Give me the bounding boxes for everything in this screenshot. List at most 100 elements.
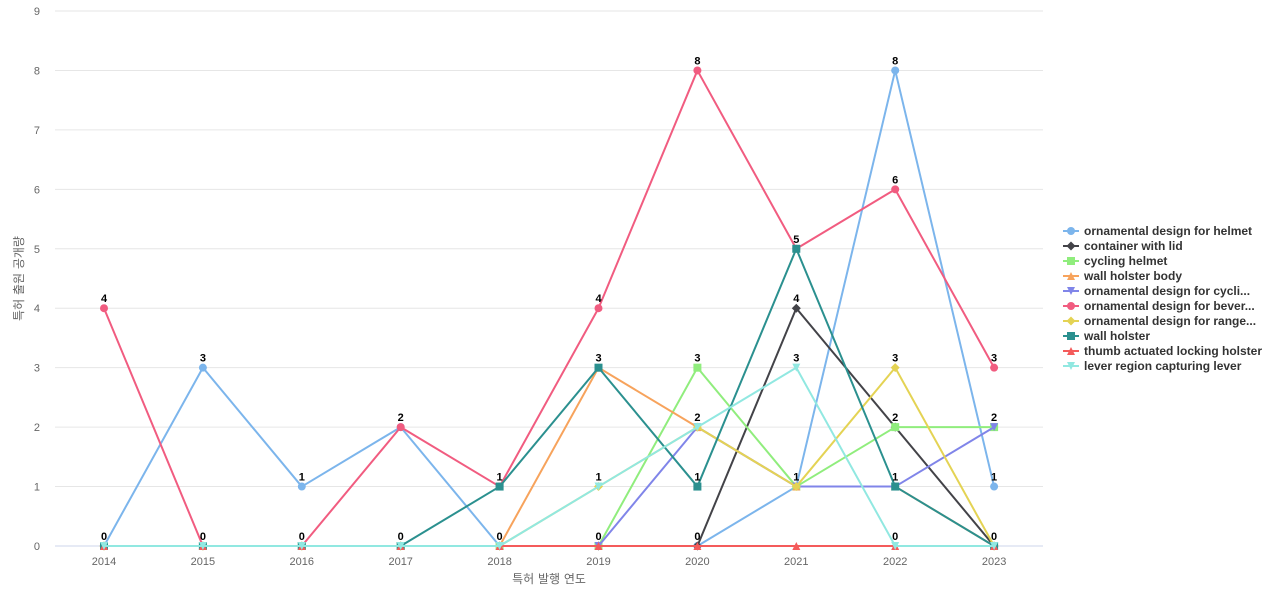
data-point[interactable]: [100, 542, 108, 550]
data-label: 1: [793, 472, 799, 484]
data-label: 0: [299, 531, 305, 543]
data-point[interactable]: [594, 363, 603, 372]
data-labels: 4 0 3 0 1 0 2 0 1 0 4 3 1 0 8 3 2 1 0 5 4 3 1 8 6 3 2 1 0 3 2 1 0: [101, 55, 997, 543]
data-point[interactable]: [594, 304, 603, 313]
legend-marker: [1067, 347, 1075, 355]
data-label: 1: [694, 472, 700, 484]
data-point[interactable]: [693, 542, 702, 550]
data-label: 4: [595, 293, 602, 305]
legend-item-wall-holster[interactable]: wall holster: [1063, 329, 1150, 343]
y-tick-label: 3: [34, 363, 40, 375]
data-point[interactable]: [100, 304, 108, 313]
legend-label: ornamental design for helmet: [1084, 224, 1252, 238]
y-tick-label: 0: [34, 541, 40, 553]
x-tick-label: 2014: [92, 556, 116, 568]
y-tick-label: 5: [34, 244, 40, 256]
data-point[interactable]: [693, 66, 702, 75]
legend-item-ornamental-design-for-range[interactable]: ornamental design for range...: [1063, 314, 1256, 328]
y-tick-label: 2: [34, 422, 40, 434]
legend-marker: [1067, 257, 1075, 265]
x-tick-label: 2023: [982, 556, 1006, 568]
data-point[interactable]: [990, 363, 999, 372]
data-point[interactable]: [198, 542, 207, 550]
series-wall-holster-body[interactable]: [100, 363, 999, 550]
legend-label: ornamental design for bever...: [1084, 299, 1255, 313]
data-label: 0: [694, 531, 700, 543]
data-point[interactable]: [198, 363, 207, 372]
legend-label: ornamental design for cycli...: [1084, 284, 1250, 298]
legend-item-container-with-lid[interactable]: container with lid: [1063, 239, 1183, 253]
y-tick-label: 8: [34, 65, 40, 77]
data-point[interactable]: [396, 423, 405, 432]
data-point[interactable]: [891, 542, 900, 550]
legend-marker: [1066, 241, 1076, 251]
data-point[interactable]: [693, 423, 702, 432]
data-point[interactable]: [890, 363, 900, 373]
data-point[interactable]: [297, 482, 306, 491]
legend-marker: [1066, 316, 1076, 326]
data-point[interactable]: [891, 66, 900, 75]
legend-item-lever-region-capturing-lever[interactable]: lever region capturing lever: [1063, 359, 1242, 373]
x-tick-label: 2020: [685, 556, 709, 568]
legend-item-thumb-actuated-locking-holster[interactable]: thumb actuated locking holster: [1063, 344, 1262, 358]
legend-item-ornamental-design-for-cycli[interactable]: ornamental design for cycli...: [1063, 284, 1250, 298]
data-point[interactable]: [791, 482, 801, 492]
x-axis-title: 특허 발행 연도: [512, 571, 586, 586]
data-point[interactable]: [495, 482, 504, 491]
y-tick-label: 1: [34, 482, 40, 494]
legend-item-cycling-helmet[interactable]: cycling helmet: [1063, 254, 1167, 268]
data-point[interactable]: [792, 244, 801, 253]
legend-marker: [1067, 227, 1075, 235]
data-label: 1: [892, 472, 898, 484]
y-axis-title: 특허 출원 공개량: [12, 236, 26, 321]
data-point[interactable]: [792, 542, 801, 550]
legend-item-wall-holster-body[interactable]: wall holster body: [1063, 269, 1182, 283]
data-label: 0: [595, 531, 601, 543]
data-label: 4: [793, 293, 800, 305]
legend-label: thumb actuated locking holster: [1084, 344, 1262, 358]
data-label: 3: [892, 353, 898, 365]
data-point[interactable]: [693, 363, 702, 372]
data-point[interactable]: [990, 423, 999, 432]
data-point[interactable]: [693, 482, 702, 491]
data-point[interactable]: [990, 542, 999, 550]
legend-label: lever region capturing lever: [1084, 359, 1242, 373]
data-point[interactable]: [594, 542, 603, 550]
y-tick-label: 6: [34, 184, 40, 196]
data-point[interactable]: [990, 482, 999, 491]
legend-marker: [1067, 272, 1075, 280]
data-point[interactable]: [891, 482, 900, 491]
data-label: 8: [892, 55, 898, 67]
legend-label: ornamental design for range...: [1084, 314, 1256, 328]
legend-marker: [1067, 302, 1075, 310]
y-tick-label: 9: [34, 6, 40, 18]
data-point[interactable]: [891, 423, 900, 432]
y-tick-label: 7: [34, 125, 40, 137]
data-point[interactable]: [791, 303, 801, 313]
x-tick-label: 2016: [290, 556, 314, 568]
data-label: 4: [101, 293, 108, 305]
data-label: 3: [200, 353, 206, 365]
data-point[interactable]: [495, 542, 504, 550]
data-point[interactable]: [594, 482, 603, 491]
data-label: 3: [793, 353, 799, 365]
data-label: 3: [694, 353, 700, 365]
series-line[interactable]: [103, 366, 996, 547]
legend-item-ornamental-design-for-helmet[interactable]: ornamental design for helmet: [1063, 224, 1252, 238]
series-lever-region-capturing-lever[interactable]: [100, 363, 999, 550]
data-label: 1: [497, 472, 503, 484]
legend-marker: [1067, 362, 1075, 370]
data-point[interactable]: [396, 542, 405, 550]
data-point[interactable]: [792, 363, 801, 372]
data-label: 3: [991, 353, 997, 365]
data-point[interactable]: [891, 185, 900, 194]
legend-marker: [1067, 287, 1075, 295]
data-label: 5: [793, 234, 799, 246]
data-point[interactable]: [297, 542, 306, 550]
legend-item-ornamental-design-for-bever[interactable]: ornamental design for bever...: [1063, 299, 1255, 313]
data-label: 0: [497, 531, 503, 543]
series-line[interactable]: [103, 366, 996, 547]
data-label: 1: [299, 472, 305, 484]
